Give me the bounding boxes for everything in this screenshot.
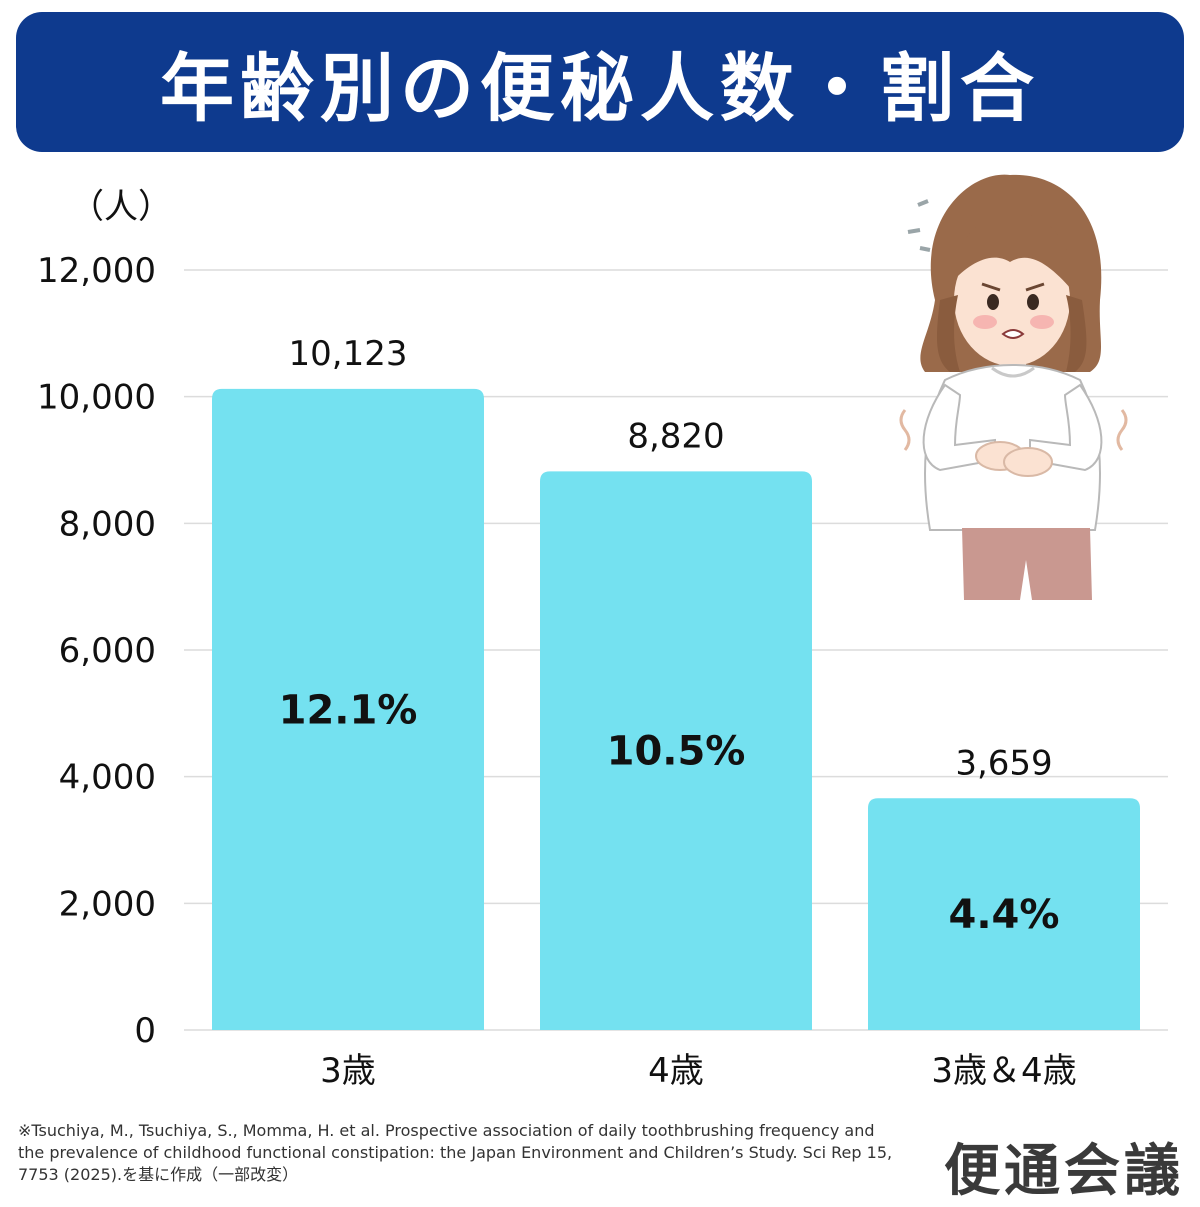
y-tick-label: 6,000 (59, 631, 156, 671)
bars (212, 388, 1140, 1030)
y-tick-label: 10,000 (37, 378, 156, 418)
bar-value-label: 3,659 (955, 743, 1052, 783)
bar-percent-label: 10.5% (607, 729, 746, 775)
title-banner: 年齢別の便秘人数・割合 (16, 12, 1184, 152)
bar-value-label: 8,820 (627, 416, 724, 456)
bar-chart: 0 2,000 4,000 6,000 8,000 10,000 12,000 （人） (37, 174, 1168, 1091)
woman-holding-stomach-icon (899, 174, 1128, 600)
y-tick-label: 8,000 (59, 504, 156, 544)
bar (212, 388, 484, 1030)
x-axis-categories: 3歳 4歳 3歳＆4歳 (320, 1051, 1076, 1091)
brand-logo-text: 便通会議 (944, 1139, 1184, 1204)
bar-labels: 10,123 12.1% 8,820 10.5% 3,659 4.4% (279, 334, 1060, 938)
bar-percent-label: 12.1% (279, 687, 418, 733)
bar-value-label: 10,123 (289, 334, 408, 374)
x-category-label: 4歳 (648, 1051, 704, 1091)
source-footnote: ※Tsuchiya, M., Tsuchiya, S., Momma, H. e… (18, 1121, 893, 1184)
page-title: 年齢別の便秘人数・割合 (160, 45, 1040, 132)
y-tick-label: 2,000 (59, 884, 156, 924)
bar (868, 798, 1140, 1030)
y-tick-label: 0 (134, 1011, 156, 1051)
y-axis-ticks: 0 2,000 4,000 6,000 8,000 10,000 12,000 (37, 251, 156, 1051)
x-category-label: 3歳＆4歳 (931, 1051, 1076, 1091)
y-tick-label: 4,000 (59, 758, 156, 798)
bar (540, 471, 812, 1030)
x-category-label: 3歳 (320, 1051, 376, 1091)
bar-percent-label: 4.4% (949, 892, 1060, 938)
y-axis-unit-label: （人） (70, 187, 172, 227)
y-tick-label: 12,000 (37, 251, 156, 291)
